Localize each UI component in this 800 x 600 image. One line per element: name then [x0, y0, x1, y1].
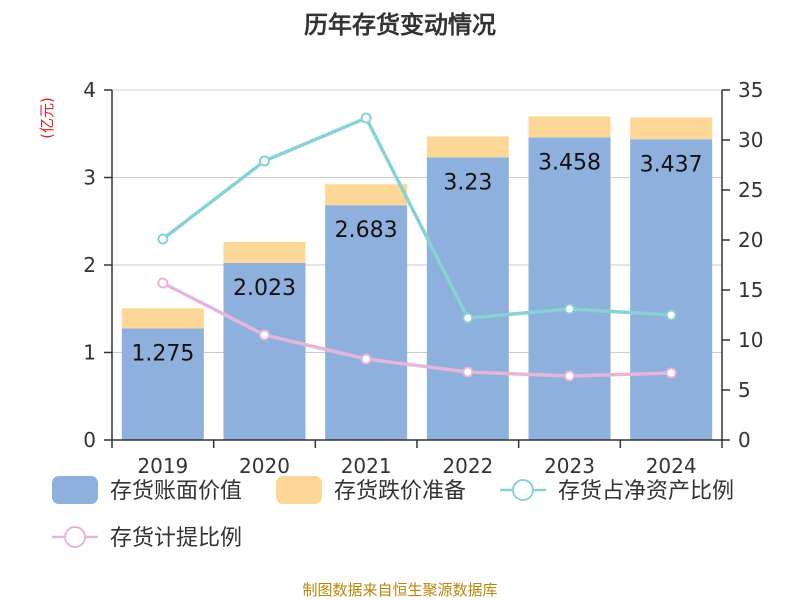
left-tick-label: 2 [83, 253, 96, 277]
bar-provision [121, 308, 204, 329]
bar-data-label: 2.023 [233, 276, 296, 301]
line-point [665, 367, 677, 379]
x-tick-label: 2022 [442, 454, 493, 478]
line-point [259, 329, 270, 341]
bar-provision [325, 184, 408, 206]
x-tick-label: 2019 [137, 454, 188, 478]
line-point [259, 155, 270, 167]
bar-provision [426, 136, 509, 158]
line-layer [157, 112, 677, 382]
line-point [462, 312, 474, 324]
right-tick-label: 20 [738, 228, 763, 252]
legend-marker [64, 526, 86, 548]
left-tick-label: 4 [83, 78, 96, 102]
line-series [161, 116, 672, 320]
bar-book-value [223, 262, 306, 440]
grid-layer [112, 89, 722, 353]
line-point [360, 353, 372, 365]
left-tick-label: 1 [83, 341, 96, 365]
right-tick-label: 30 [738, 128, 763, 152]
legend-label: 存货账面价值 [110, 479, 242, 504]
right-tick-label: 5 [738, 378, 751, 402]
bar-provision [223, 241, 306, 263]
bar-data-label: 2.683 [335, 218, 398, 243]
left-tick-label: 3 [83, 166, 96, 190]
right-tick-label: 10 [738, 328, 763, 352]
axis-layer: 0 1 2 3 4 0 5 10 15 20 25 30 35 2019 2020 2021 2022 2023 2… [83, 78, 763, 478]
bar-data-label: 3.437 [640, 152, 703, 177]
line-point [462, 366, 474, 378]
chart-title: 历年存货变动情况 [304, 11, 496, 39]
line-point [157, 277, 169, 289]
line-point [564, 303, 575, 315]
right-tick-label: 25 [738, 178, 763, 202]
bar-data-label: 3.458 [538, 150, 601, 175]
line-point [360, 112, 372, 124]
legend-swatch [276, 476, 322, 504]
legend-marker [512, 479, 534, 501]
line-point [157, 233, 169, 245]
right-tick-label: 15 [738, 278, 763, 302]
bar-provision [630, 117, 713, 140]
bar-book-value [528, 137, 611, 441]
x-tick-label: 2020 [239, 454, 290, 478]
bar-data-label: 1.275 [131, 341, 194, 366]
line-point [665, 309, 677, 321]
bar-book-value [630, 139, 713, 440]
bar-layer [121, 116, 713, 441]
bar-book-value [325, 205, 408, 440]
x-tick-label: 2024 [646, 454, 697, 478]
bar-book-value [121, 328, 204, 440]
line-series [162, 281, 672, 378]
legend-swatch [52, 476, 98, 504]
left-axis-unit: (亿元) [38, 97, 56, 139]
left-tick-label: 0 [83, 428, 96, 452]
source-note: 制图数据来自恒生聚源数据库 [302, 581, 497, 599]
right-axis-unit: % [797, 88, 800, 102]
label-layer: 1.275 2.023 2.683 3.23 3.458 3.437 [131, 150, 702, 366]
x-tick-label: 2021 [341, 454, 392, 478]
bar-provision [528, 116, 611, 138]
legend-label: 存货占净资产比例 [558, 479, 734, 504]
line-point [564, 370, 575, 382]
legend-label: 存货跌价准备 [334, 479, 466, 504]
bar-data-label: 3.23 [443, 170, 492, 195]
right-tick-label: 0 [738, 428, 751, 452]
bar-book-value [426, 157, 509, 440]
right-tick-label: 35 [738, 78, 763, 102]
legend-label: 存货计提比例 [110, 526, 242, 551]
x-tick-label: 2023 [544, 454, 595, 478]
